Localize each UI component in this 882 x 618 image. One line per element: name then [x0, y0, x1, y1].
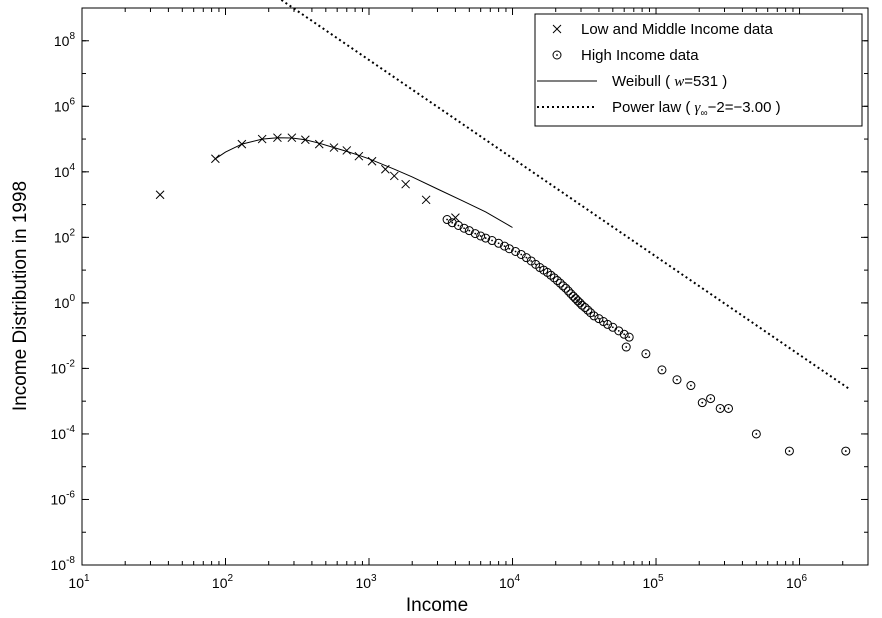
low-middle-income-point	[421, 195, 431, 205]
y-tick-label: 10-6	[51, 489, 76, 507]
high-income-point	[594, 314, 604, 324]
high-income-point	[657, 365, 667, 375]
low-middle-income-point	[451, 213, 460, 222]
high-income-point	[511, 247, 521, 257]
x-axis-title: Income	[406, 595, 468, 616]
high-income-point	[552, 50, 562, 60]
low-middle-income-point	[329, 143, 339, 152]
high-income-point	[589, 311, 599, 321]
high-income-point	[504, 244, 514, 254]
high-income-point	[470, 229, 480, 239]
low-middle-income-point	[273, 133, 282, 143]
high-income-point	[715, 403, 725, 413]
high-income-point	[841, 446, 851, 456]
weibull-fit-line	[215, 137, 513, 228]
high-income-point	[442, 215, 452, 225]
low-middle-income-point	[211, 154, 220, 164]
legend-label-weibull: Weibull ( w=531 )	[612, 73, 727, 90]
low-middle-income-point	[257, 134, 267, 144]
low-middle-income-point	[389, 171, 399, 181]
high-income-point	[500, 241, 510, 251]
high-income-point	[697, 398, 707, 408]
legend-label-high: High Income data	[581, 47, 699, 64]
x-tick-label: 101	[68, 573, 90, 591]
x-tick-labels: 101 102 103 104 105 106	[68, 573, 807, 591]
y-tick-label: 106	[54, 96, 76, 114]
legend-label-low_middle: Low and Middle Income data	[581, 21, 773, 38]
data-markers	[155, 133, 851, 456]
high-income-point	[621, 342, 631, 352]
legend-label-power: Power law ( γ∞−2=−3.00 )	[612, 99, 781, 119]
y-tick-label: 100	[54, 293, 76, 311]
high-income-point	[624, 332, 634, 342]
high-income-point	[459, 223, 469, 233]
y-tick-labels: 10-8 10-6 10-4 10-2 100 102 104 106 108	[51, 31, 76, 573]
low-middle-income-point	[552, 24, 562, 34]
legend-box	[534, 13, 863, 127]
y-tick-label: 10-4	[51, 424, 76, 442]
y-tick-label: 102	[54, 227, 76, 245]
y-tick-label: 104	[54, 162, 76, 180]
high-income-point	[686, 381, 696, 391]
y-tick-label: 10-8	[51, 555, 76, 573]
high-income-point	[784, 446, 794, 456]
high-income-point	[494, 238, 504, 248]
high-income-point	[603, 319, 613, 329]
high-income-point	[724, 403, 734, 413]
high-income-point	[516, 249, 526, 259]
low-middle-income-point	[381, 164, 390, 174]
low-middle-income-point	[367, 156, 377, 166]
low-middle-income-point	[342, 146, 352, 155]
high-income-point	[476, 231, 486, 241]
high-income-point	[641, 349, 651, 359]
low-middle-income-point	[314, 139, 324, 149]
x-tick-label: 106	[786, 573, 808, 591]
high-income-point	[751, 429, 761, 439]
low-middle-income-point	[237, 139, 247, 149]
low-middle-income-point	[354, 151, 364, 161]
y-tick-label: 10-2	[51, 358, 76, 376]
low-middle-income-point	[300, 135, 310, 145]
series-lines	[215, 0, 850, 390]
y-axis-title: Income Distribution in 1998	[10, 181, 31, 411]
x-tick-label: 103	[355, 573, 377, 591]
low-middle-income-point	[401, 179, 410, 189]
high-income-point	[464, 226, 474, 236]
high-income-point	[481, 233, 491, 243]
legend: Low and Middle Income data High Income da…	[534, 13, 863, 127]
high-income-point	[619, 329, 629, 339]
high-income-point	[447, 218, 457, 228]
high-income-point	[672, 375, 682, 385]
axis-ticks	[81, 8, 869, 566]
x-tick-label: 104	[499, 573, 521, 591]
high-income-point	[453, 221, 463, 231]
high-income-point	[521, 253, 531, 263]
x-tick-label: 102	[212, 573, 234, 591]
x-tick-label: 105	[642, 573, 664, 591]
y-tick-label: 108	[54, 31, 76, 49]
plot-frame	[81, 7, 869, 566]
low-middle-income-point	[287, 133, 297, 143]
high-income-point	[706, 394, 716, 404]
low-middle-income-point	[155, 190, 165, 200]
